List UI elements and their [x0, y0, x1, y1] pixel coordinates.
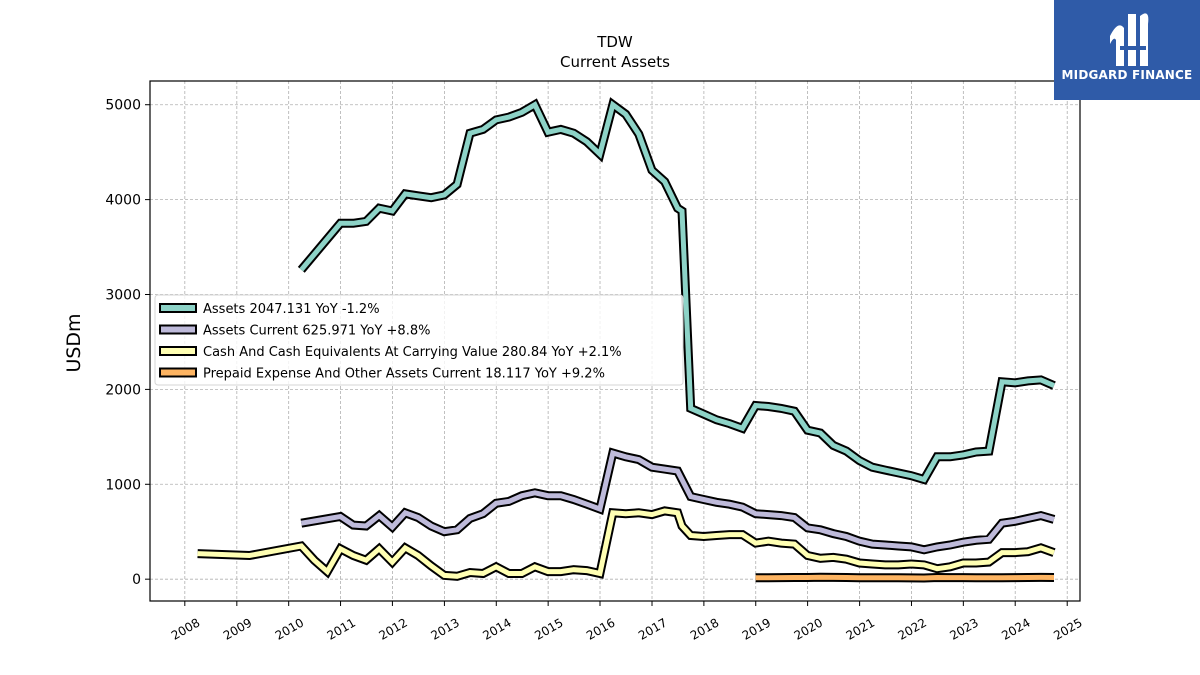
- plot-frame: [149, 80, 1081, 602]
- series-line: [197, 508, 1055, 579]
- y-tick-label: 3000: [105, 288, 141, 304]
- series-line: [300, 449, 1055, 553]
- legend-entry: Cash And Cash Equivalents At Carrying Va…: [203, 345, 622, 360]
- chart-subtitle: Current Assets: [560, 53, 670, 71]
- y-tick-label: 1000: [105, 477, 141, 493]
- series-line: [299, 100, 1055, 483]
- y-tick-label: 5000: [105, 98, 141, 114]
- brand-logo: MIDGARD FINANCE: [1054, 0, 1200, 100]
- series-line: [755, 574, 1055, 581]
- y-tick-label: 4000: [105, 193, 141, 209]
- legend-entry: Assets Current 625.971 YoY +8.8%: [203, 324, 430, 339]
- y-tick-label: 2000: [105, 382, 141, 398]
- y-tick-label: 0: [132, 572, 141, 588]
- legend-box: [154, 294, 684, 386]
- legend-entry: Assets 2047.131 YoY -1.2%: [203, 302, 380, 317]
- legend-entry: Prepaid Expense And Other Assets Current…: [203, 367, 605, 382]
- brand-name: MIDGARD FINANCE: [1061, 68, 1193, 82]
- legend: Assets 2047.131 YoY -1.2% Assets Current …: [154, 294, 684, 386]
- legend-swatch: [159, 303, 197, 313]
- legend-swatch: [159, 367, 197, 378]
- legend-swatch: [159, 346, 197, 356]
- series-layer: [197, 97, 1056, 583]
- chart-title: TDW: [596, 33, 633, 51]
- brand-mark-icon: [1110, 13, 1149, 67]
- legend-swatch: [159, 324, 197, 335]
- y-axis-label: USDm: [63, 313, 85, 372]
